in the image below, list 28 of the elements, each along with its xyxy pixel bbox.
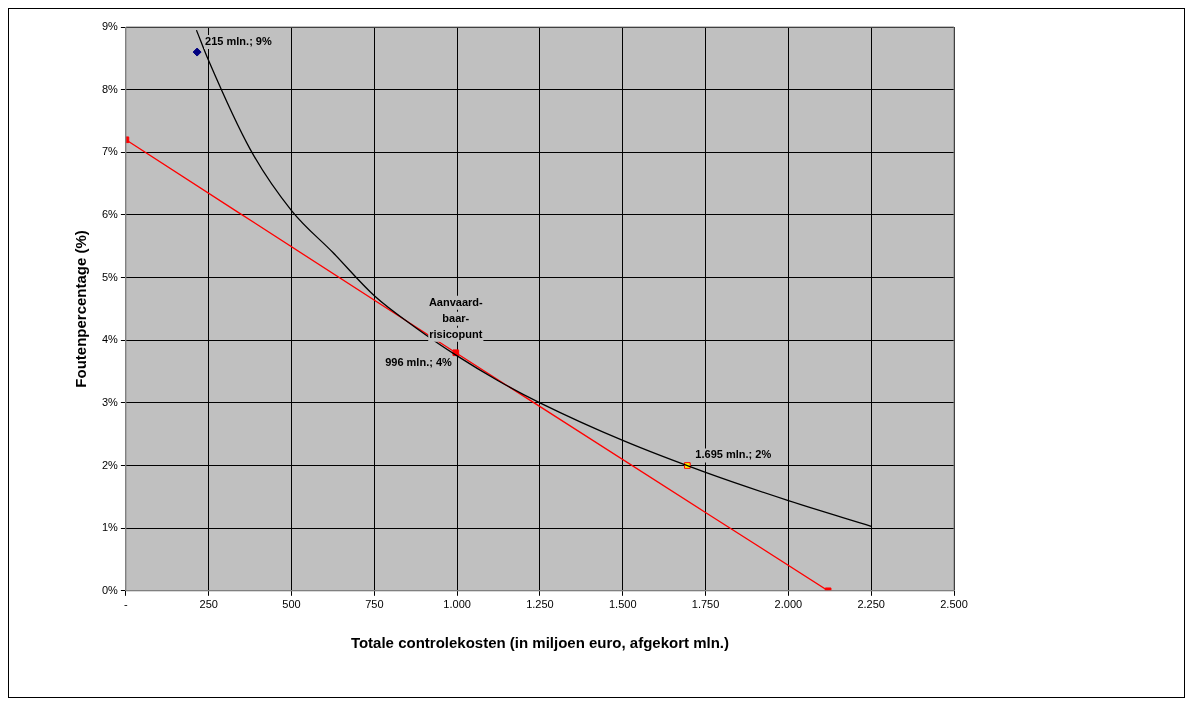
annotation: Aanvaard-baar-risicopunt: [428, 296, 484, 341]
x-axis-title: Totale controlekosten (in miljoen euro, afgekort mln.): [350, 634, 729, 652]
data-label: 996 mln.; 4%: [385, 356, 453, 369]
y-tick-label: 4%: [101, 333, 119, 346]
x-tick-label: 2.000: [774, 598, 803, 611]
y-tick-label: 9%: [101, 20, 119, 33]
y-tick-label: 0%: [101, 583, 119, 596]
y-tick-label: 7%: [101, 145, 119, 158]
x-tick-label: 2.250: [857, 598, 885, 611]
y-axis-title: Foutenpercentage (%): [72, 230, 90, 388]
data-label: 1.695 mln.; 2%: [695, 448, 772, 461]
data-label: 215 mln.; 9%: [205, 34, 272, 47]
x-tick-label: 1.250: [526, 598, 554, 611]
x-tick-label: 1.500: [608, 598, 637, 611]
x-tick-label: -: [124, 598, 129, 611]
x-tick-label: 500: [282, 598, 301, 611]
y-tick-label: 1%: [101, 521, 119, 534]
y-tick-label: 6%: [101, 207, 119, 220]
x-tick-label: 750: [365, 598, 384, 611]
x-tick-label: 2.500: [940, 598, 968, 611]
y-tick-label: 3%: [101, 395, 119, 408]
point: [192, 47, 202, 57]
x-tick-label: 1.000: [443, 598, 471, 611]
y-tick-label: 8%: [101, 82, 119, 95]
x-tick-label: 250: [199, 598, 218, 611]
y-tick-label: 5%: [101, 270, 119, 283]
y-tick-label: 2%: [101, 458, 119, 471]
x-tick-label: 1.750: [691, 598, 720, 611]
